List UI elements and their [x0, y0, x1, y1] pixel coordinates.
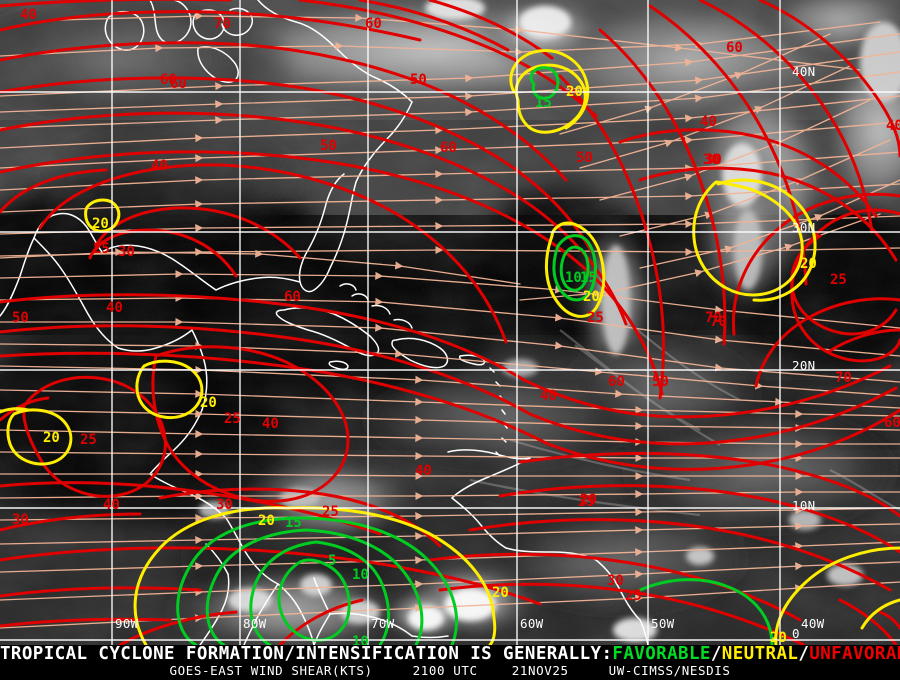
satellite-map-canvas[interactable]: 90W 80W 70W 60W 50W 40W 40N 30N 20N 10N 0 40 60 50 60 6…: [0, 0, 900, 645]
legend-separator-1: /: [710, 644, 722, 664]
shear-contour-layer: [0, 0, 900, 645]
contour-group-neutral: [0, 49, 900, 645]
product-time: 2100 UTC: [412, 663, 478, 678]
metadata-line: GOES-EAST WIND SHEAR(KTS) 2100 UTC 21NOV25…: [0, 664, 900, 678]
legend-prefix: TROPICAL CYCLONE FORMATION/INTENSIFICATI…: [0, 644, 613, 664]
caption-bar: TROPICAL CYCLONE FORMATION/INTENSIFICATI…: [0, 645, 900, 680]
product-agency: UW-CIMSS/NESDIS: [608, 663, 731, 678]
contour-group-favorable: [176, 66, 774, 645]
legend-line: TROPICAL CYCLONE FORMATION/INTENSIFICATI…: [0, 645, 900, 664]
legend-unfavorable: UNFAVORABLE: [809, 644, 900, 664]
legend-favorable: FAVORABLE: [612, 644, 711, 664]
product-source: GOES-EAST WIND SHEAR(KTS): [169, 663, 373, 678]
product-date: 21NOV25: [511, 663, 569, 678]
contour-group-unfavorable: [0, 0, 900, 645]
lat-lon-grid-layer: [0, 0, 900, 645]
legend-separator-2: /: [798, 644, 810, 664]
legend-neutral: NEUTRAL: [721, 644, 799, 664]
